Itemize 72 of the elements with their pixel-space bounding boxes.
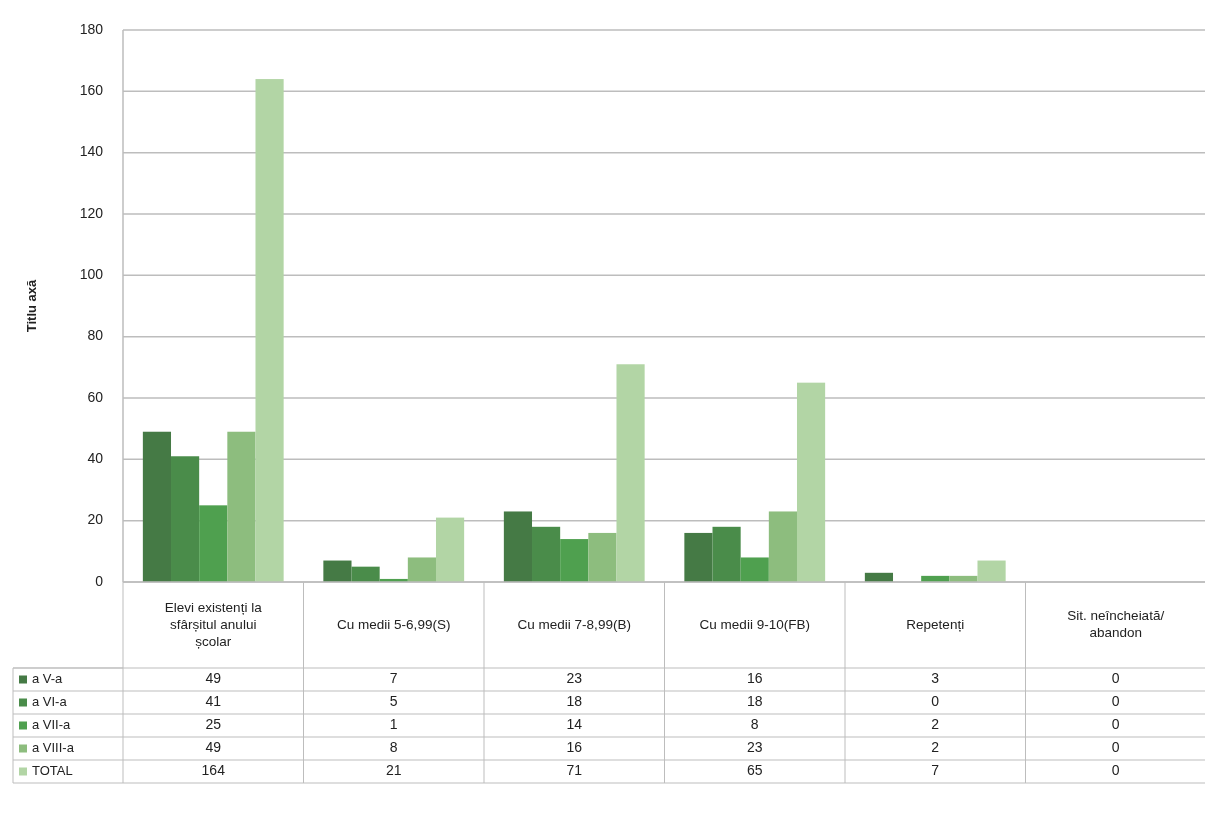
data-label: 18 [746,693,763,710]
data-label: 41 [205,693,222,710]
bar [407,557,436,582]
bar [323,560,352,582]
legend-label: a VII-a [32,716,72,732]
x-tick-label: Sit. neîncheiată/ abandon [1067,608,1165,641]
data-label: 23 [746,739,763,756]
legend-label: a VI-a [32,693,68,709]
data-label: 164 [201,762,226,779]
x-tick-label: Cu medii 9-10(FB) [699,616,810,632]
bar [712,526,741,582]
data-label: 8 [389,739,398,756]
legend-label: TOTAL [32,762,73,778]
bar [740,557,769,582]
y-tick-label: 160 [79,82,104,99]
bar [255,79,284,582]
bar [435,517,465,582]
bar [142,431,172,582]
bar [171,456,200,582]
bar [684,532,713,582]
legend-label: a VIII-a [32,739,75,755]
y-tick-label: 120 [79,204,104,221]
data-label: 0 [1111,670,1120,687]
data-label: 3 [931,670,940,687]
data-label: 0 [931,693,940,710]
y-tick-label: 100 [79,266,104,283]
data-label: 14 [566,716,583,733]
bar [199,505,228,582]
bar [560,539,589,582]
bar [532,526,561,582]
data-label: 0 [1111,716,1120,733]
data-label: 0 [1111,693,1120,710]
x-tick-label: Cu medii 7-8,99(B) [517,616,631,632]
y-axis-title: Titlu axă [24,278,39,333]
bar [796,382,826,582]
data-label: 23 [566,670,583,687]
data-label: 25 [205,716,222,733]
data-label: 49 [205,670,222,687]
y-tick-label: 40 [87,450,104,467]
data-label: 8 [750,716,759,733]
data-label: 0 [1111,739,1120,756]
y-tick-label: 80 [87,327,104,344]
data-label: 49 [205,739,222,756]
x-tick-label: Cu medii 5-6,99(S) [337,616,451,632]
y-tick-label: 180 [79,20,104,37]
bar [351,566,380,582]
data-label: 2 [931,739,940,756]
data-label: 18 [566,693,583,710]
y-tick-label: 0 [95,572,104,589]
bar [768,511,797,582]
data-label: 2 [931,716,940,733]
bar [616,364,645,582]
x-tick-label: Elevi existenți la sfârșitul anului școlar [164,599,263,649]
y-tick-label: 20 [87,511,104,528]
data-label: 65 [746,762,763,779]
data-label: 5 [389,693,398,710]
data-label: 16 [746,670,763,687]
y-tick-label: 140 [79,143,104,160]
data-label: 7 [931,762,940,779]
legend-label: a V-a [32,670,64,686]
data-label: 0 [1111,762,1120,779]
bar [588,532,617,582]
data-label: 7 [389,670,398,687]
bar [227,431,256,582]
x-tick-label: Repetenți [906,616,965,632]
data-label: 21 [385,762,402,779]
bar [503,511,533,582]
data-label: 71 [566,762,583,779]
data-label: 1 [389,716,398,733]
data-label: 16 [566,739,583,756]
y-tick-label: 60 [87,388,104,405]
bar [977,560,1006,582]
